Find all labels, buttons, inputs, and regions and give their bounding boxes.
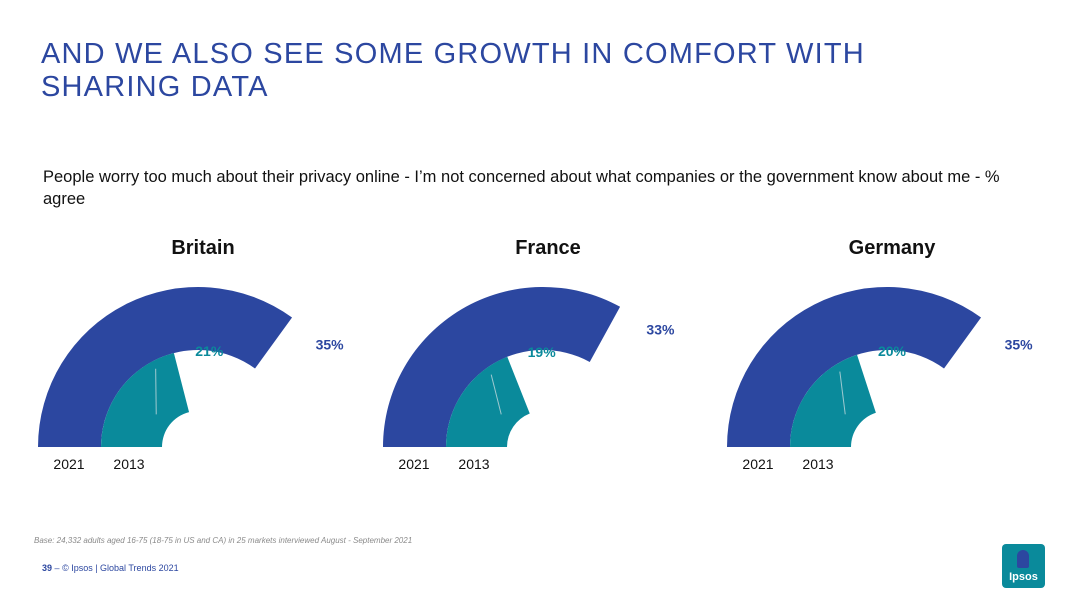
country-title: France [515,237,581,259]
ipsos-logo: Ipsos [1002,544,1045,588]
series-label-2021: 2021 [398,456,429,472]
country-title: Germany [849,237,937,259]
panel-france: France 33% 19% 2021 2013 [383,237,675,472]
footer: 39 – © Ipsos | Global Trends 2021 [42,563,179,573]
country-title: Britain [171,237,234,259]
page-number: 39 [42,563,53,573]
leader-line [155,368,157,415]
series-label-2013: 2013 [802,456,833,472]
footer-text: © Ipsos | Global Trends 2021 [62,563,179,573]
leader-line [839,371,846,415]
leader-line [490,374,502,415]
logo-mark-icon [1017,550,1029,568]
slide-title: AND WE ALSO SEE SOME GROWTH IN COMFORT W… [41,38,865,103]
value-label-2013: 21% [195,343,224,359]
bar-2021 [383,286,621,447]
series-label-2021: 2021 [53,456,84,472]
panel-britain: Britain 35% 21% 2021 2013 [38,237,344,472]
series-label-2021: 2021 [742,456,773,472]
series-label-2013: 2013 [458,456,489,472]
value-label-2021: 35% [1005,337,1034,353]
value-label-2013: 19% [528,344,557,360]
bar-2013 [101,353,190,447]
bar-2021 [727,286,982,447]
bar-2013 [790,354,876,447]
question-text: People worry too much about their privac… [43,168,1000,208]
bar-2013 [446,356,530,447]
footer-dash: – [54,563,60,573]
value-label-2021: 33% [646,322,675,338]
logo-text: Ipsos [1009,571,1038,583]
panel-germany: Germany 35% 20% 2021 2013 [727,237,1033,472]
value-label-2021: 35% [316,337,345,353]
bar-2021 [38,286,293,447]
value-label-2013: 20% [878,343,907,359]
base-note: Base: 24,332 adults aged 16-75 (18-75 in… [34,536,413,545]
series-label-2013: 2013 [113,456,144,472]
